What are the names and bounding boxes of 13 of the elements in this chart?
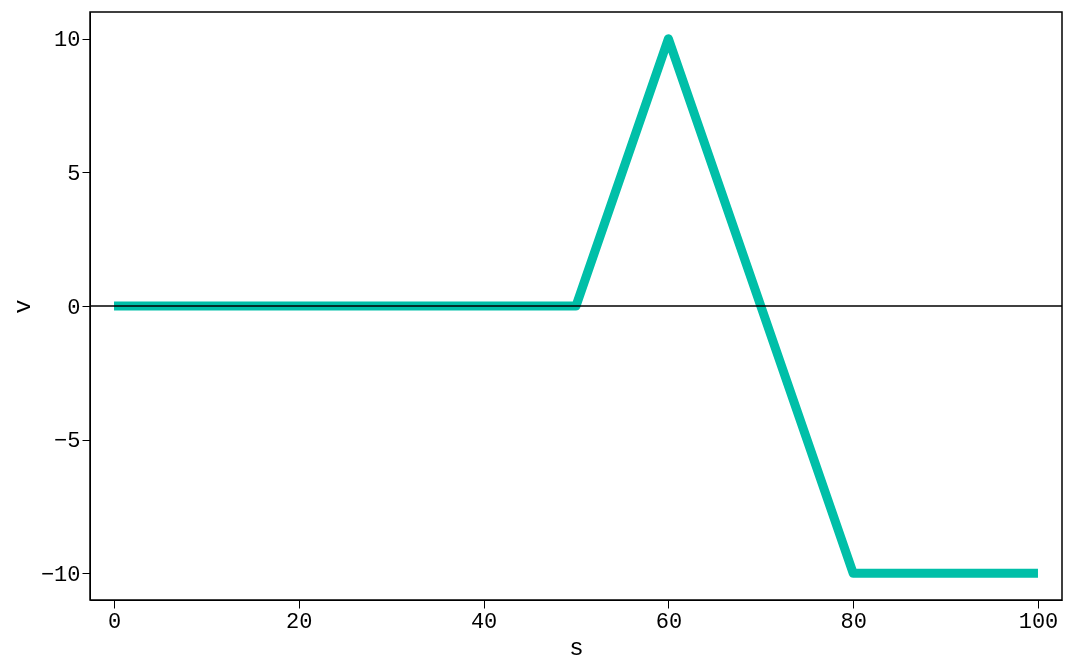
y-axis-title: v	[9, 299, 37, 314]
y-tick-label: −10	[40, 562, 81, 588]
x-axis-title: s	[569, 634, 584, 662]
x-tick-label: 0	[107, 609, 122, 635]
x-tick-label: 80	[840, 609, 867, 635]
x-tick-label: 40	[470, 609, 498, 635]
x-tick-label: 60	[655, 609, 683, 635]
y-tick-label: 0	[67, 295, 81, 321]
y-tick-label: 5	[67, 161, 81, 187]
x-tick-label: 100	[1018, 609, 1059, 635]
x-tick-label: 20	[286, 609, 313, 635]
y-tick-label: −5	[54, 429, 81, 455]
y-tick-label: 10	[54, 28, 81, 54]
